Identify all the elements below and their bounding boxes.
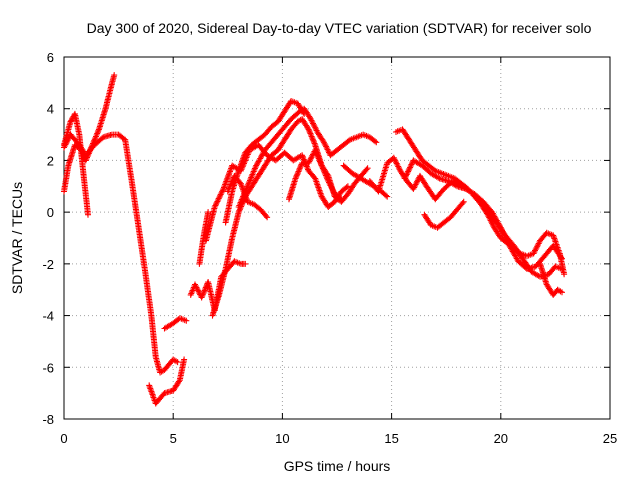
- series-track-s: [537, 260, 565, 298]
- x-tick-label: 15: [384, 431, 398, 446]
- series-track-c: [61, 110, 91, 218]
- scatter-markers: [401, 157, 565, 272]
- series-track-j: [222, 98, 308, 226]
- y-tick-label: -4: [42, 309, 54, 324]
- y-tick-label: 6: [47, 50, 54, 65]
- series-track-d: [146, 356, 188, 407]
- scatter-markers: [366, 154, 565, 280]
- series-track-r: [421, 198, 467, 231]
- x-axis-label: GPS time / hours: [284, 458, 391, 474]
- y-tick-label: 4: [47, 102, 54, 117]
- series-track-e: [161, 315, 190, 332]
- y-axis: -8 -6 -4 -2 0 2 4 6: [42, 50, 610, 427]
- series-track-h: [203, 141, 351, 244]
- y-tick-label: -6: [42, 360, 54, 375]
- scatter-markers: [203, 141, 351, 244]
- scatter-markers: [286, 147, 371, 205]
- series-track-m: [286, 147, 371, 205]
- x-tick-label: 5: [170, 431, 177, 446]
- series-track-o: [366, 154, 565, 280]
- y-tick-label: 0: [47, 205, 54, 220]
- scatter-markers: [224, 172, 271, 221]
- y-tick-label: 2: [47, 153, 54, 168]
- chart-title: Day 300 of 2020, Sidereal Day-to-day VTE…: [87, 20, 592, 36]
- series-track-l: [235, 105, 380, 210]
- y-axis-label: SDTVAR / TECUs: [9, 182, 25, 294]
- scatter-markers: [235, 105, 380, 210]
- scatter-markers: [161, 315, 190, 332]
- scatter-markers: [61, 72, 118, 195]
- scatter-markers: [146, 356, 188, 407]
- plot-frame: [63, 56, 611, 420]
- series-track-q: [401, 157, 565, 272]
- series-track-p: [393, 126, 568, 278]
- scatter-markers: [393, 126, 568, 278]
- grid: [64, 57, 610, 419]
- x-tick-label: 10: [275, 431, 289, 446]
- scatter-markers: [222, 98, 308, 226]
- series-track-k: [224, 172, 271, 221]
- x-tick-label: 25: [603, 431, 617, 446]
- scatter-markers: [421, 198, 467, 231]
- y-tick-label: -8: [42, 412, 54, 427]
- scatter-markers: [537, 260, 565, 298]
- y-tick-label: -2: [42, 257, 54, 272]
- x-axis: 0 5 10 15 20 25: [60, 57, 617, 446]
- series-track-b: [61, 72, 118, 195]
- series-track-a: [61, 131, 181, 376]
- x-tick-label: 20: [494, 431, 508, 446]
- x-tick-label: 0: [60, 431, 67, 446]
- scatter-markers: [61, 131, 181, 376]
- scatter-markers: [61, 110, 91, 218]
- data-points: [61, 72, 568, 407]
